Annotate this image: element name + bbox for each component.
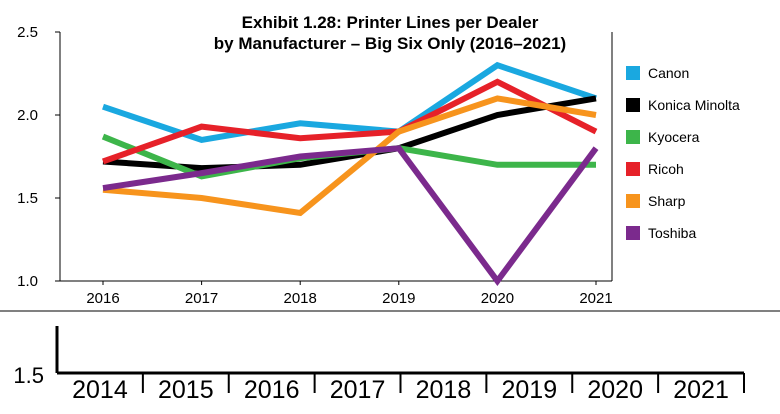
y-tick-label: 2.5 <box>17 24 38 41</box>
lower-x-tick-label: 2020 <box>587 376 643 404</box>
lower-x-tick-label: 2019 <box>502 376 558 404</box>
lower-y-tick-label: 1.5 <box>13 363 44 388</box>
lower-x-tick-label: 2016 <box>244 376 300 404</box>
series-line-sharp <box>102 95 597 217</box>
legend-label-canon: Canon <box>648 65 689 81</box>
legend-label-sharp: Sharp <box>648 193 686 209</box>
y-tick-label: 1.0 <box>17 273 38 290</box>
x-tick-label: 2018 <box>284 290 317 307</box>
legend-label-toshiba: Toshiba <box>648 225 696 241</box>
chart-title-line-1: Exhibit 1.28: Printer Lines per Dealer <box>242 13 539 32</box>
y-tick-label: 2.0 <box>17 107 38 124</box>
lower-x-tick-label: 2015 <box>158 376 214 404</box>
upper-axes: 1.0 1.5 2.0 2.5 2016 2017 2018 2019 2020 2021 <box>17 24 613 307</box>
legend: Canon Konica Minolta Kyocera Ricoh Sharp Tosh… <box>626 65 740 241</box>
lower-axes: 1.5 2014 2015 2016 2017 2018 2019 2020 2021 <box>13 326 745 404</box>
x-tick-label: 2019 <box>382 290 415 307</box>
upper-series <box>101 61 599 287</box>
x-tick-label: 2016 <box>86 290 119 307</box>
legend-label-konica-minolta: Konica Minolta <box>648 97 740 113</box>
chart-title: Exhibit 1.28: Printer Lines per Dealer b… <box>214 13 566 53</box>
legend-label-kyocera: Kyocera <box>648 129 700 145</box>
legend-swatch-ricoh <box>626 162 640 176</box>
series-line-ricoh <box>102 78 598 165</box>
legend-swatch-konica-minolta <box>626 98 640 112</box>
lower-x-tick-label: 2017 <box>330 376 386 404</box>
chart-subtitle: by Manufacturer – Big Six Only (2016–202… <box>214 34 566 53</box>
legend-label-ricoh: Ricoh <box>648 161 684 177</box>
legend-swatch-kyocera <box>626 130 640 144</box>
x-tick-label: 2017 <box>185 290 218 307</box>
lower-x-tick-label: 2014 <box>72 376 128 404</box>
x-tick-label: 2020 <box>481 290 514 307</box>
series-line-toshiba <box>102 145 599 287</box>
x-tick-label: 2021 <box>579 290 612 307</box>
legend-swatch-canon <box>626 66 640 80</box>
legend-swatch-toshiba <box>626 226 640 240</box>
y-tick-label: 1.5 <box>17 190 38 207</box>
lower-x-tick-label: 2018 <box>416 376 472 404</box>
legend-swatch-sharp <box>626 194 640 208</box>
lower-x-tick-label: 2021 <box>673 376 729 404</box>
